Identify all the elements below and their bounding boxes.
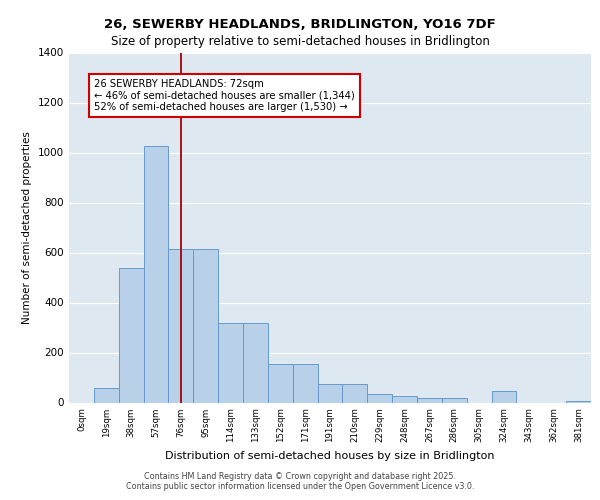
Text: Size of property relative to semi-detached houses in Bridlington: Size of property relative to semi-detach… [110, 35, 490, 48]
Bar [317, 384, 343, 402]
Bar [367, 394, 392, 402]
Bar [566, 401, 591, 402]
Bar [143, 146, 169, 403]
Bar [119, 268, 143, 402]
Bar [343, 384, 367, 402]
Bar [293, 364, 317, 403]
Bar [193, 248, 218, 402]
Bar [392, 396, 417, 402]
Bar [417, 398, 442, 402]
Bar [442, 398, 467, 402]
Y-axis label: Number of semi-detached properties: Number of semi-detached properties [22, 131, 32, 324]
Bar [169, 248, 193, 402]
Text: 26, SEWERBY HEADLANDS, BRIDLINGTON, YO16 7DF: 26, SEWERBY HEADLANDS, BRIDLINGTON, YO16… [104, 18, 496, 30]
Bar [268, 364, 293, 403]
Text: 26 SEWERBY HEADLANDS: 72sqm
← 46% of semi-detached houses are smaller (1,344)
52: 26 SEWERBY HEADLANDS: 72sqm ← 46% of sem… [94, 78, 355, 112]
X-axis label: Distribution of semi-detached houses by size in Bridlington: Distribution of semi-detached houses by … [165, 450, 495, 460]
Text: Contains HM Land Registry data © Crown copyright and database right 2025.
Contai: Contains HM Land Registry data © Crown c… [126, 472, 474, 491]
Bar [491, 391, 517, 402]
Bar [94, 388, 119, 402]
Bar [243, 322, 268, 402]
Bar [218, 322, 243, 402]
